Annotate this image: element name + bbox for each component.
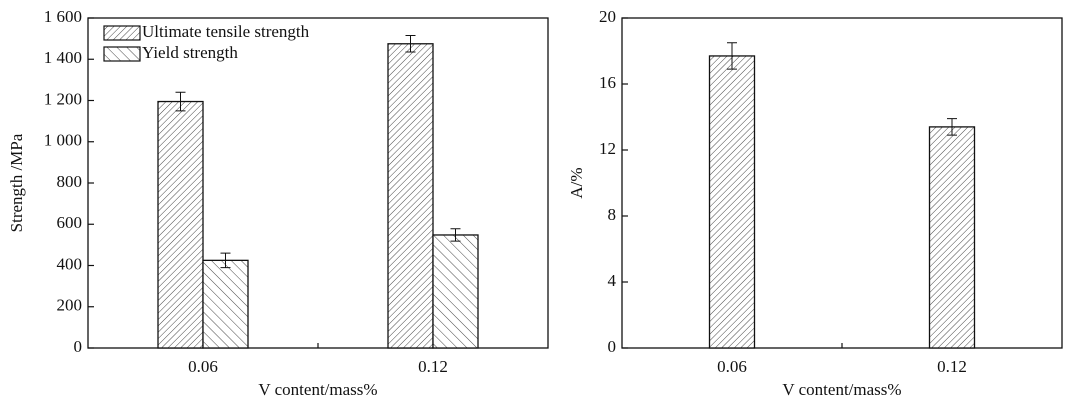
error-bar (450, 228, 461, 242)
bar (202, 259, 249, 349)
y-tick-label: 8 (608, 205, 617, 224)
error-bar (220, 252, 231, 269)
y-tick-label: 0 (74, 337, 83, 356)
error-bar (405, 35, 416, 53)
y-tick-label: 1 200 (44, 89, 82, 108)
bar (157, 100, 204, 349)
y-tick-label: 400 (57, 254, 83, 273)
plot-frame (87, 17, 549, 349)
y-tick-label: 12 (599, 139, 616, 158)
y-tick-label: 1 000 (44, 131, 82, 150)
y-axis-label: Strength /MPa (7, 133, 26, 232)
x-tick-label: 0.06 (188, 357, 218, 376)
bar (708, 55, 756, 349)
bar (432, 234, 479, 349)
y-axis-label: A/% (567, 167, 586, 198)
error-bar (947, 118, 957, 136)
x-tick-label: 0.12 (418, 357, 448, 376)
x-axis-label: V content/mass% (258, 380, 377, 399)
y-tick-label: 4 (608, 271, 617, 290)
legend-label: Yield strength (142, 43, 238, 62)
error-bar (727, 42, 737, 70)
y-tick-label: 1 600 (44, 7, 82, 26)
x-tick-label: 0.06 (717, 357, 747, 376)
y-tick-label: 0 (608, 337, 617, 356)
y-tick-label: 16 (599, 73, 616, 92)
bar (928, 126, 976, 349)
x-tick-label: 0.12 (937, 357, 967, 376)
y-tick-label: 200 (57, 296, 83, 315)
bar (387, 43, 434, 349)
y-tick-label: 1 400 (44, 48, 82, 67)
legend-label: Ultimate tensile strength (142, 22, 310, 41)
y-tick-label: 800 (57, 172, 83, 191)
y-tick-label: 20 (599, 7, 616, 26)
y-tick-label: 600 (57, 213, 83, 232)
legend-swatch (103, 46, 141, 62)
plot-frame (621, 17, 1063, 349)
legend-swatch (103, 25, 141, 41)
x-axis-label: V content/mass% (782, 380, 901, 399)
error-bar (175, 91, 186, 112)
